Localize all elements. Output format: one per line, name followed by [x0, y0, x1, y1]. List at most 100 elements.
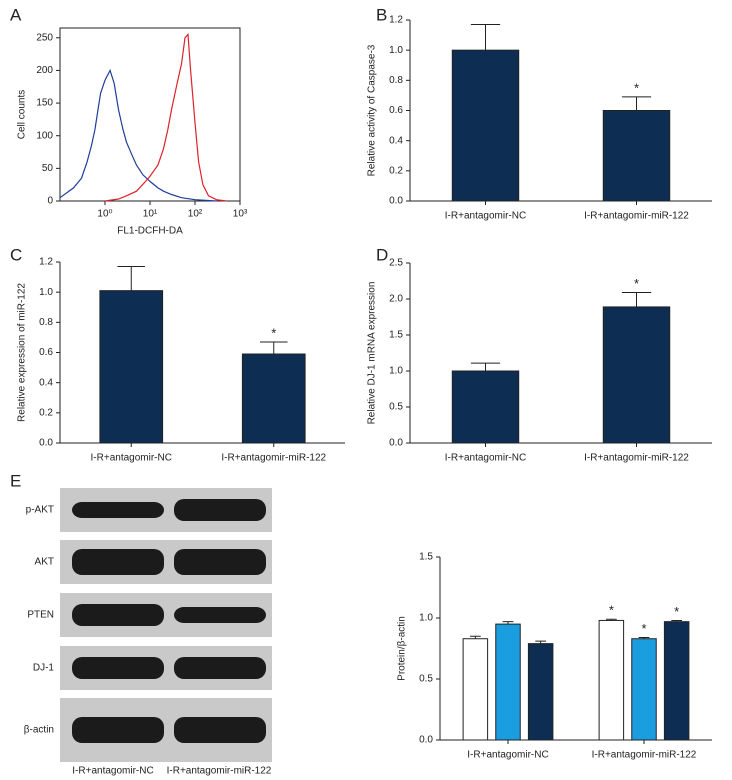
y-axis-label: Relative activity of Caspase-3 [367, 44, 378, 176]
y-tick-label: 0.4 [39, 377, 53, 388]
error-bar [605, 618, 617, 621]
panel-label: C [10, 245, 22, 264]
error-bar [535, 640, 547, 644]
x-tick-label: 10² [188, 209, 203, 220]
bar [602, 306, 671, 444]
y-tick-label: 2.5 [389, 258, 403, 269]
x-tick-label: 10³ [233, 209, 248, 220]
x-tick-label: I-R+antagomir-miR-122 [592, 750, 697, 761]
x-tick-label: 10⁰ [97, 209, 112, 220]
y-tick-label: 1.5 [389, 330, 403, 341]
y-tick-label: 50 [42, 163, 54, 174]
error-bar [621, 292, 652, 307]
histogram-line [104, 33, 227, 202]
y-tick-label: 1.0 [389, 45, 403, 56]
x-tick-label: I-R+antagomir-miR-122 [221, 453, 326, 464]
error-bar [502, 621, 514, 625]
blot-row-label: DJ-1 [33, 663, 55, 674]
blot-band [72, 657, 164, 679]
y-tick-label: 200 [36, 65, 53, 76]
bar [495, 623, 521, 741]
error-bar [671, 619, 683, 622]
error-bar [117, 266, 146, 291]
y-tick-label: 0.8 [389, 75, 403, 86]
significance-mark: * [634, 276, 639, 291]
y-tick-label: 0.6 [389, 105, 403, 116]
bar [527, 643, 554, 741]
bar [462, 638, 489, 741]
blot-band [174, 499, 266, 521]
bar [598, 619, 625, 741]
significance-mark: * [634, 80, 639, 95]
bar [663, 621, 690, 741]
blot-band [174, 549, 266, 575]
y-tick-label: 250 [36, 32, 53, 43]
error-bar [638, 637, 650, 639]
significance-mark: * [674, 604, 679, 619]
y-tick-label: 1.2 [389, 15, 403, 26]
bar [99, 290, 164, 444]
y-tick-label: 1.2 [39, 257, 53, 268]
blot-row-label: PTEN [27, 610, 54, 621]
y-tick-label: 0.5 [419, 674, 433, 685]
y-tick-label: 0.5 [389, 402, 403, 413]
significance-mark: * [609, 603, 614, 618]
blot-column-label: I-R+antagomir-NC [72, 766, 153, 777]
y-tick-label: 1.0 [39, 287, 53, 298]
panel-label: D [376, 245, 388, 264]
x-tick-label: I-R+antagomir-miR-122 [584, 453, 689, 464]
blot-band [72, 604, 164, 626]
x-axis-label: FL1-DCFH-DA [117, 226, 183, 237]
blot-row-label: β-actin [24, 725, 54, 736]
y-tick-label: 0.0 [39, 438, 53, 449]
significance-mark: * [641, 621, 646, 636]
blot-band [174, 717, 266, 743]
y-tick-label: 0.0 [389, 438, 403, 449]
blot-row-label: p-AKT [26, 505, 54, 516]
y-axis-label: Protein/β-actin [397, 616, 408, 681]
panel-label: E [10, 471, 21, 490]
error-bar [259, 341, 288, 355]
blot-band [72, 549, 164, 575]
y-axis-label: Relative DJ-1 mRNA expression [367, 282, 378, 425]
error-bar [470, 24, 501, 51]
error-bar [621, 96, 652, 111]
y-tick-label: 0.0 [419, 735, 433, 746]
blot-row-label: AKT [35, 557, 54, 568]
y-tick-label: 0.6 [39, 347, 53, 358]
blot-band [72, 502, 164, 518]
x-tick-label: 10¹ [143, 209, 158, 220]
significance-mark: * [271, 325, 276, 340]
plot-frame [59, 27, 241, 202]
y-tick-label: 2.0 [389, 294, 403, 305]
y-tick-label: 0.2 [389, 165, 403, 176]
y-tick-label: 0.2 [39, 407, 53, 418]
y-tick-label: 0.0 [389, 196, 403, 207]
bar [241, 353, 306, 444]
x-tick-label: I-R+antagomir-NC [445, 453, 526, 464]
y-tick-label: 1.5 [419, 552, 433, 563]
bar [451, 370, 520, 444]
y-axis-label: Relative expression of miR-122 [17, 283, 28, 422]
panel-label: A [10, 5, 22, 24]
bar [602, 110, 671, 202]
x-tick-label: I-R+antagomir-NC [445, 211, 526, 222]
y-tick-label: 1.0 [389, 366, 403, 377]
bar [451, 49, 520, 202]
y-tick-label: 0.4 [389, 135, 403, 146]
error-bar [469, 635, 481, 639]
x-tick-label: I-R+antagomir-miR-122 [584, 211, 689, 222]
x-tick-label: I-R+antagomir-NC [91, 453, 172, 464]
x-tick-label: I-R+antagomir-NC [467, 750, 548, 761]
error-bar [470, 362, 501, 371]
y-tick-label: 1.0 [419, 613, 433, 624]
blot-column-label: I-R+antagomir-miR-122 [167, 766, 272, 777]
blot-band [174, 607, 266, 623]
y-tick-label: 0 [47, 196, 53, 207]
y-tick-label: 0.8 [39, 317, 53, 328]
y-tick-label: 150 [36, 98, 53, 109]
blot-band [72, 717, 164, 743]
y-axis-label: Cell counts [17, 90, 28, 139]
blot-band [174, 657, 266, 679]
